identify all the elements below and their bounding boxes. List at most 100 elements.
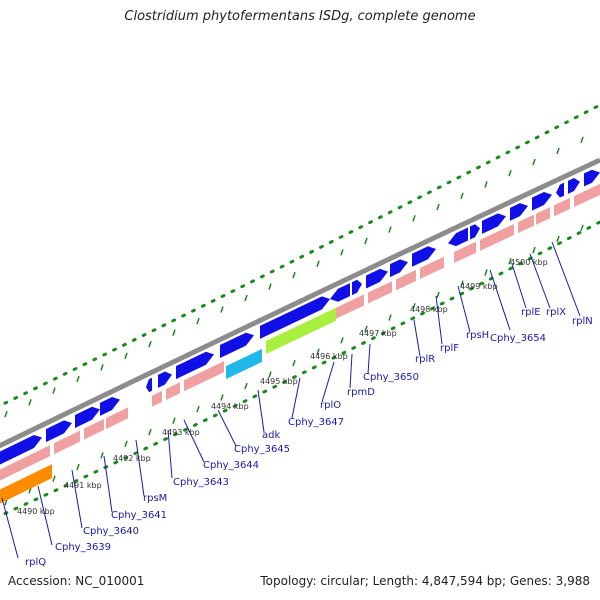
outer-tick xyxy=(196,317,200,325)
scale-labels: 4490 kbp 4491 kbp 4492 kbp 4493 kbp 4494… xyxy=(17,258,548,516)
leader-line xyxy=(349,353,353,389)
outer-tick xyxy=(388,226,392,233)
gene-label-rplQ[interactable]: rplQ xyxy=(25,557,46,568)
outer-tick xyxy=(316,260,320,267)
forward-gene-arrow xyxy=(568,178,580,194)
outer-tick xyxy=(460,192,464,199)
green-feature-band xyxy=(266,307,336,355)
reverse-gene-segment xyxy=(368,281,392,304)
forward-gene-arrow xyxy=(584,169,600,187)
forward-gene-arrow xyxy=(330,283,350,302)
forward-gene-arrow xyxy=(100,397,120,416)
forward-gene-arrow xyxy=(470,224,480,240)
gene-label-cphy-3639[interactable]: Cphy_3639 xyxy=(55,542,111,553)
gene-label-rplX[interactable]: rplX xyxy=(546,307,566,318)
inner-tick xyxy=(124,440,128,448)
outer-tick xyxy=(100,364,104,371)
leader-line xyxy=(1,497,19,559)
gene-label-rplO[interactable]: rplO xyxy=(320,400,341,411)
gene-label-cphy-3650[interactable]: Cphy_3650 xyxy=(363,372,419,383)
outer-tick xyxy=(556,147,560,155)
gene-label-rplN[interactable]: rplN xyxy=(572,316,593,327)
gene-label-cphy-3643[interactable]: Cphy_3643 xyxy=(173,477,229,488)
reverse-gene-segment xyxy=(396,269,416,291)
leader-line xyxy=(71,469,83,529)
outer-tick xyxy=(436,203,440,211)
outer-tick xyxy=(76,375,80,383)
forward-gene-arrow xyxy=(352,279,362,296)
gene-label-rplF[interactable]: rplF xyxy=(440,343,459,354)
reverse-gene-segment xyxy=(420,256,444,280)
leader-line xyxy=(321,361,335,403)
inner-tick xyxy=(268,371,272,378)
scale-label-4497: 4497 kbp xyxy=(359,329,397,338)
outer-tick xyxy=(244,294,248,302)
scale-label-4496: 4496 kbp xyxy=(310,352,348,361)
gene-label-rplE[interactable]: rplE xyxy=(521,307,541,318)
forward-gene-arrow xyxy=(146,377,152,393)
inner-tick xyxy=(580,224,584,232)
forward-gene-arrow xyxy=(46,420,72,443)
inner-tick xyxy=(292,359,296,367)
reverse-strand-genes xyxy=(0,184,600,481)
gene-label-cphy-3647[interactable]: Cphy_3647 xyxy=(288,417,344,428)
outer-tick xyxy=(148,340,152,348)
scale-label-4490: 4490 kbp xyxy=(17,507,55,516)
reverse-gene-segment xyxy=(184,361,224,392)
gene-label-adk[interactable]: adk xyxy=(262,430,280,441)
genome-backbone xyxy=(0,157,600,449)
forward-gene-arrow xyxy=(75,406,100,428)
scale-label-4492: 4492 kbp xyxy=(113,454,151,463)
scale-label-4495: 4495 kbp xyxy=(260,377,298,386)
inner-tick xyxy=(316,348,320,355)
leader-line xyxy=(103,455,113,513)
accession-text: Accession: NC_010001 xyxy=(8,574,145,588)
gene-label-cphy-3640[interactable]: Cphy_3640 xyxy=(83,526,139,537)
forward-gene-arrow xyxy=(482,213,506,234)
genome-stats-text: Topology: circular; Length: 4,847,594 bp… xyxy=(260,574,590,588)
scale-label-4500: 4500 kbp xyxy=(510,258,548,267)
inner-tick xyxy=(52,475,56,482)
scale-label-4494: 4494 kbp xyxy=(211,402,249,411)
leader-line xyxy=(217,409,237,447)
gene-label-cphy-3645[interactable]: Cphy_3645 xyxy=(234,444,290,455)
orange-feature-band xyxy=(0,464,52,504)
forward-gene-arrow xyxy=(366,268,388,289)
reverse-gene-segment xyxy=(0,445,50,481)
leader-line xyxy=(413,319,421,357)
outer-dotted-ring xyxy=(0,103,600,408)
forward-gene-arrow xyxy=(260,296,330,339)
reverse-gene-segment xyxy=(536,207,550,225)
highlighted-features xyxy=(0,307,336,504)
leader-line xyxy=(457,285,471,333)
forward-gene-arrow xyxy=(510,203,528,221)
forward-gene-arrow xyxy=(412,246,436,267)
gene-label-cphy-3654[interactable]: Cphy_3654 xyxy=(490,333,546,344)
reverse-gene-segment xyxy=(454,241,476,264)
forward-gene-arrow xyxy=(158,371,172,388)
inner-tick xyxy=(460,280,464,287)
outer-tick xyxy=(28,399,32,406)
map-title: Clostridium phytofermentans ISDg, comple… xyxy=(124,9,476,24)
inner-tick xyxy=(532,246,536,254)
inner-tick xyxy=(340,337,344,344)
gene-label-rplR[interactable]: rplR xyxy=(415,354,435,365)
gene-label-cphy-3641[interactable]: Cphy_3641 xyxy=(111,510,167,521)
leader-line xyxy=(489,269,511,331)
reverse-gene-segment xyxy=(152,390,162,407)
reverse-gene-segment xyxy=(574,184,600,208)
reverse-gene-segment xyxy=(166,382,180,400)
forward-gene-arrow xyxy=(556,182,564,198)
gene-label-cphy-3644[interactable]: Cphy_3644 xyxy=(203,460,259,471)
cyan-feature-band xyxy=(226,348,262,380)
leader-line xyxy=(135,439,145,497)
gene-label-rpsH[interactable]: rpsH xyxy=(466,330,489,341)
reverse-gene-segment xyxy=(84,418,104,440)
outer-tick xyxy=(412,215,416,222)
gene-label-rpsM[interactable]: rpsM xyxy=(143,493,167,504)
gene-label-rpmD[interactable]: rpmD xyxy=(347,387,375,398)
inner-tick xyxy=(484,269,488,276)
forward-gene-arrow xyxy=(390,259,408,278)
leader-line xyxy=(257,389,265,433)
